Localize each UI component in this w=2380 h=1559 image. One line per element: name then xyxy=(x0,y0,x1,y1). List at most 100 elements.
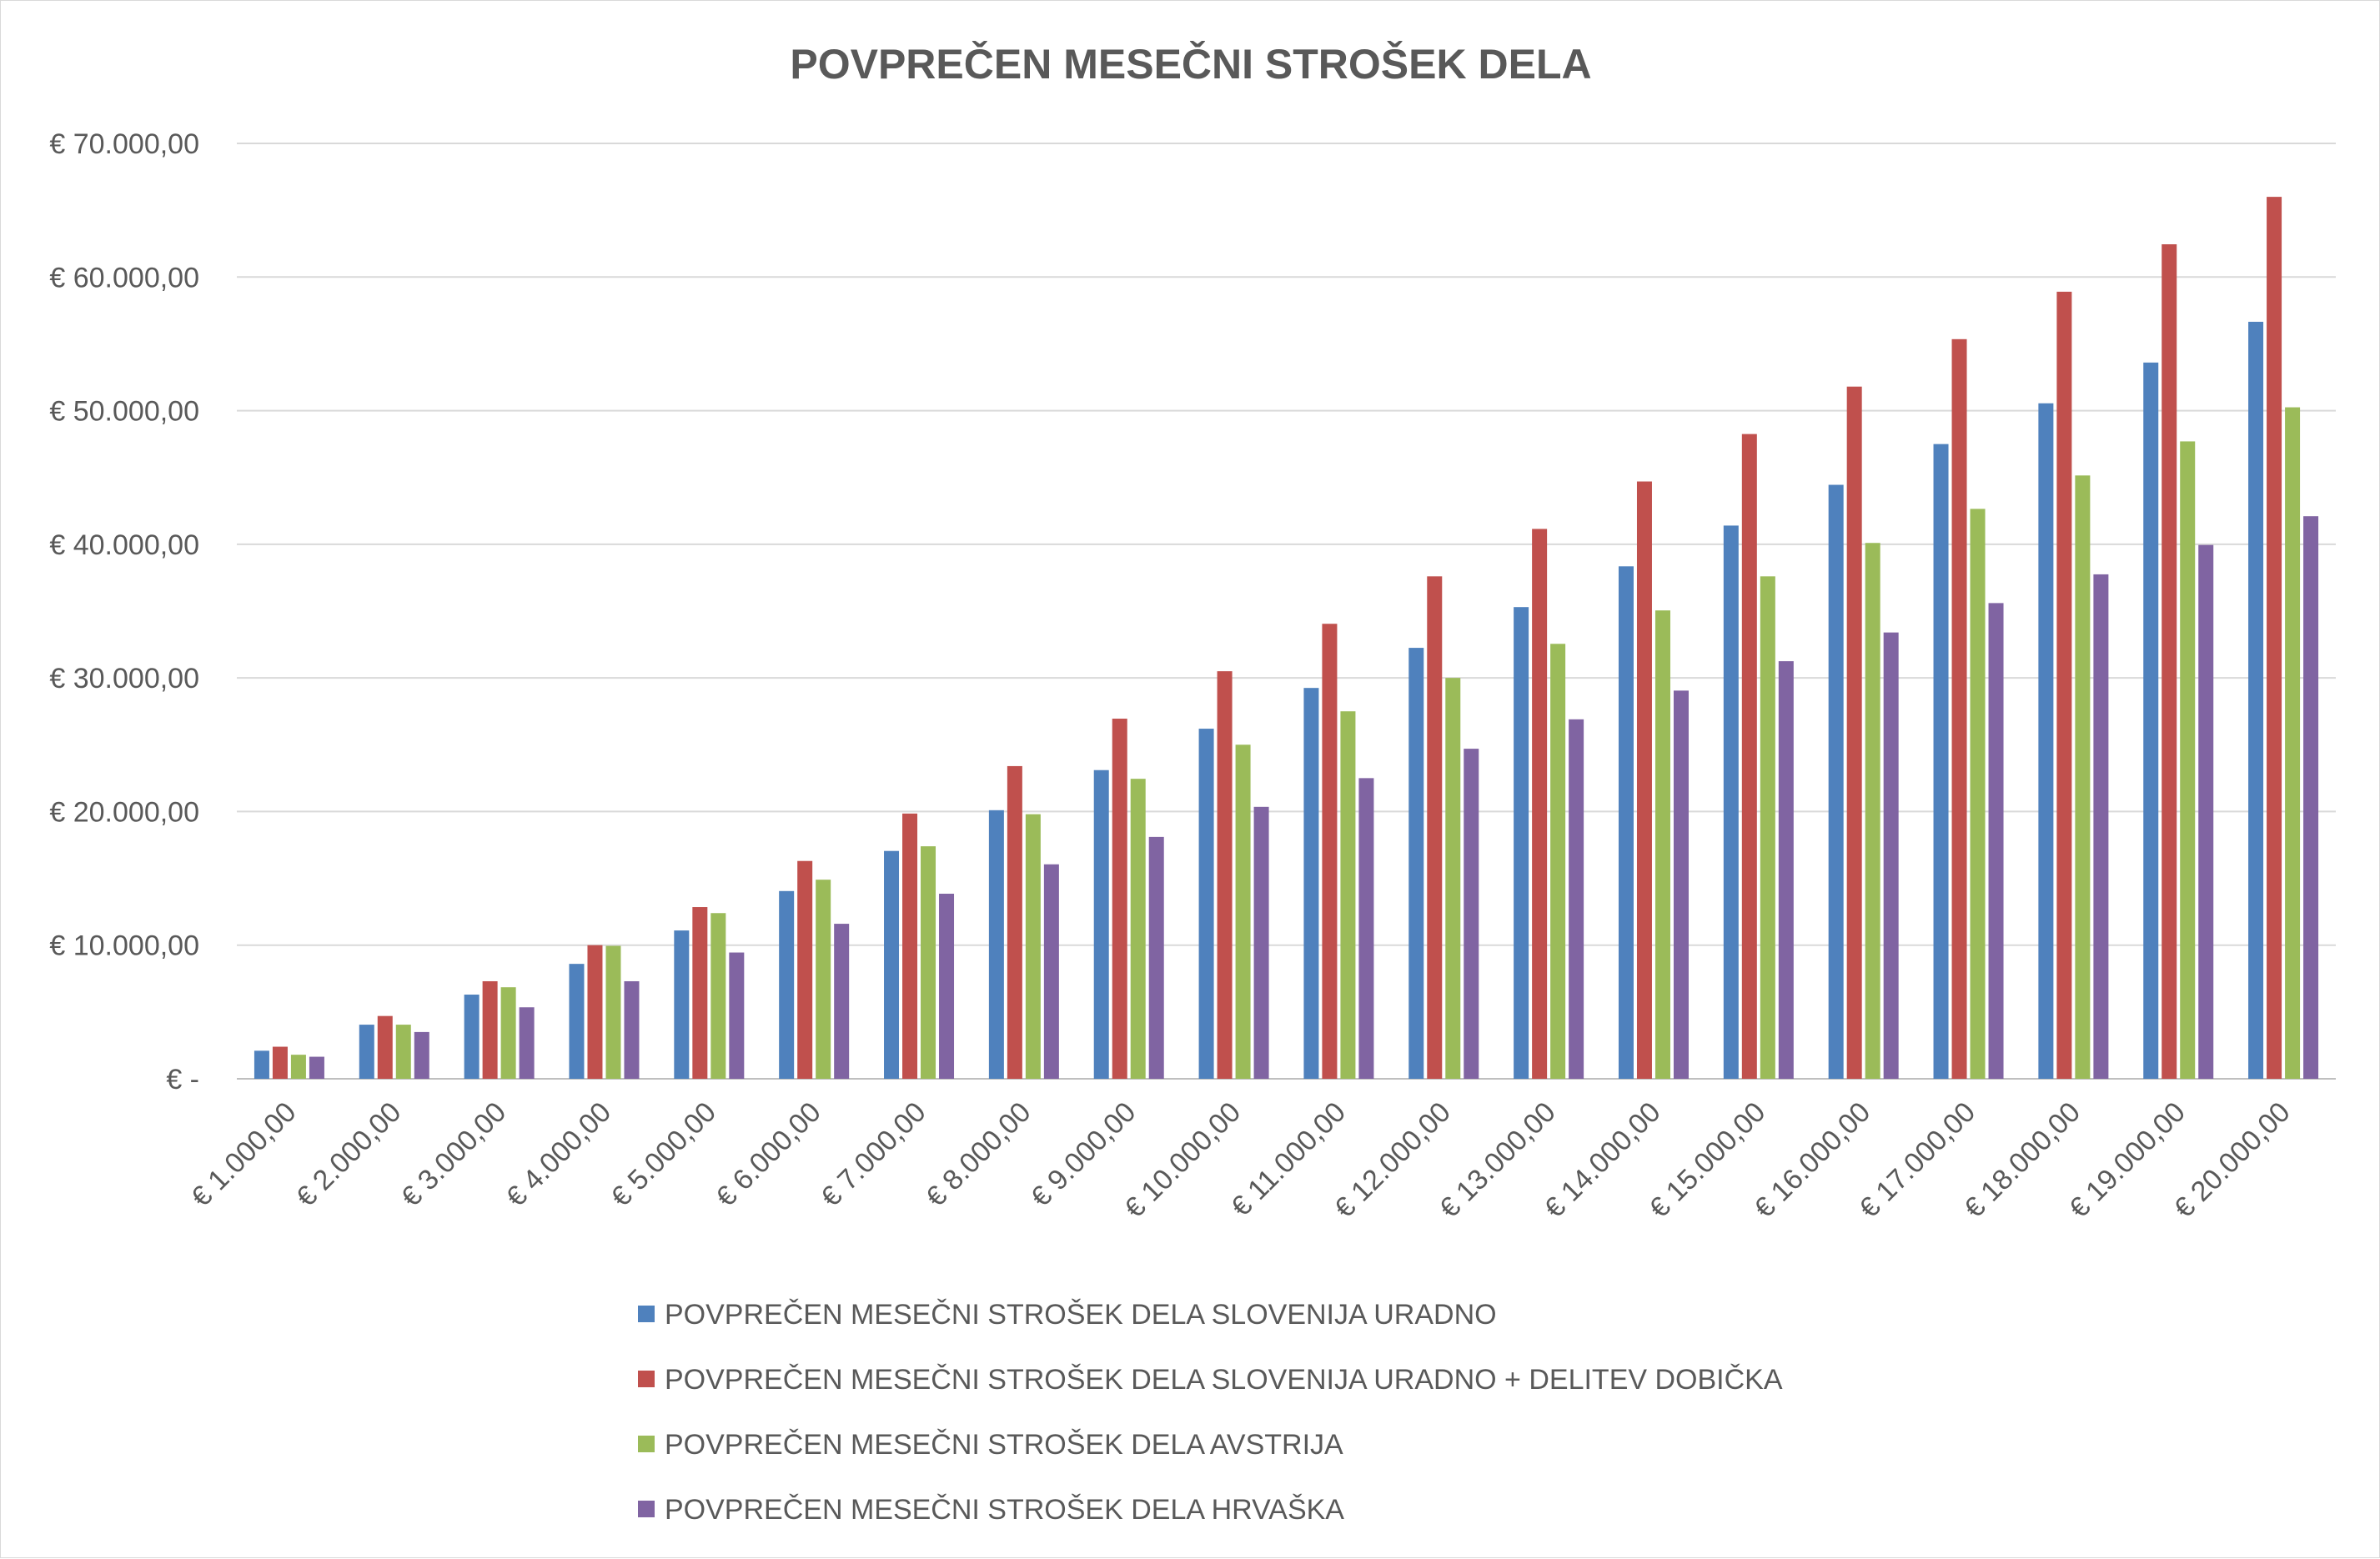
bar xyxy=(1532,529,1548,1079)
legend-item: POVPREČEN MESEČNI STROŠEK DELA HRVAŠKA xyxy=(638,1494,1344,1526)
bar xyxy=(1883,632,1899,1079)
bar xyxy=(1760,576,1775,1079)
bar xyxy=(1828,484,1844,1079)
y-tick-label: € - xyxy=(166,1064,199,1095)
x-axis-tick-labels: € 1.000,00€ 2.000,00€ 3.000,00€ 4.000,00… xyxy=(185,1096,2297,1225)
legend-label: POVPREČEN MESEČNI STROŠEK DELA SLOVENIJA… xyxy=(665,1299,1497,1331)
bar xyxy=(1514,607,1529,1079)
bar xyxy=(1445,678,1461,1079)
bar xyxy=(1112,719,1127,1079)
bar xyxy=(1550,644,1566,1079)
y-axis-tick-labels: € - € 10.000,00 € 20.000,00 € 30.000,00 € 40… xyxy=(49,128,199,1095)
bar xyxy=(1970,509,1986,1079)
bar xyxy=(624,980,640,1079)
bar xyxy=(2143,362,2159,1080)
bar xyxy=(2248,321,2264,1079)
bar xyxy=(902,813,918,1079)
y-tick-label: € 70.000,00 xyxy=(49,128,199,160)
bar xyxy=(605,945,621,1079)
legend-swatch xyxy=(638,1306,655,1322)
chart-title: POVPREČEN MESEČNI STROŠEK DELA xyxy=(790,40,1591,88)
bar xyxy=(1988,603,2004,1079)
x-tick-label: € 5.000,00 xyxy=(605,1096,722,1214)
bar xyxy=(1723,525,1739,1079)
bar xyxy=(1636,481,1652,1079)
bar xyxy=(1217,671,1233,1079)
legend-item: POVPREČEN MESEČNI STROŠEK DELA SLOVENIJA… xyxy=(638,1299,1497,1331)
bar xyxy=(1464,749,1479,1079)
bar xyxy=(1427,576,1443,1079)
y-tick-label: € 30.000,00 xyxy=(49,663,199,694)
bar xyxy=(674,930,690,1079)
bar xyxy=(519,1007,535,1079)
bar xyxy=(988,810,1004,1079)
x-tick-label: € 6.000,00 xyxy=(710,1096,827,1214)
bar xyxy=(834,924,850,1079)
bar xyxy=(359,1025,374,1079)
x-tick-label: € 8.000,00 xyxy=(920,1096,1037,1214)
y-tick-label: € 40.000,00 xyxy=(49,529,199,561)
bar xyxy=(1778,661,1794,1079)
bar xyxy=(1148,836,1164,1079)
bar xyxy=(1358,778,1374,1079)
legend-label: POVPREČEN MESEČNI STROŠEK DELA AVSTRIJA xyxy=(665,1429,1343,1461)
x-tick-label: € 3.000,00 xyxy=(395,1096,513,1214)
bar xyxy=(816,880,831,1079)
bar xyxy=(1025,814,1041,1079)
bar xyxy=(797,860,813,1079)
bar xyxy=(1007,765,1022,1079)
bar xyxy=(2285,407,2301,1079)
bar xyxy=(939,894,955,1079)
legend-label: POVPREČEN MESEČNI STROŠEK DELA SLOVENIJA… xyxy=(665,1364,1783,1396)
bar xyxy=(2198,544,2214,1079)
bar xyxy=(1618,566,1634,1079)
bar xyxy=(500,987,516,1079)
bar xyxy=(464,995,480,1079)
legend: POVPREČEN MESEČNI STROŠEK DELA SLOVENIJA… xyxy=(638,1299,1783,1526)
legend-item: POVPREČEN MESEČNI STROŠEK DELA AVSTRIJA xyxy=(638,1429,1343,1461)
bar xyxy=(1043,864,1059,1079)
bar xyxy=(272,1046,288,1079)
x-tick-label: € 4.000,00 xyxy=(500,1096,618,1214)
bar xyxy=(921,846,936,1079)
bar xyxy=(884,850,900,1079)
bar xyxy=(1408,648,1424,1079)
bar xyxy=(1654,610,1670,1079)
bar-series-1 xyxy=(254,321,2264,1080)
y-tick-label: € 20.000,00 xyxy=(49,796,199,828)
y-tick-label: € 50.000,00 xyxy=(49,396,199,428)
bar xyxy=(2303,516,2319,1079)
bar-series xyxy=(254,197,2319,1080)
bar xyxy=(395,1025,411,1079)
bar xyxy=(1322,624,1338,1079)
bar xyxy=(1235,744,1251,1079)
x-tick-label: € 1.000,00 xyxy=(185,1096,303,1214)
y-tick-label: € 10.000,00 xyxy=(49,930,199,962)
bar xyxy=(2075,475,2091,1079)
bar xyxy=(1673,690,1689,1079)
bar xyxy=(1198,729,1214,1079)
bar xyxy=(569,964,585,1079)
bar xyxy=(1303,688,1319,1079)
bar xyxy=(377,1015,393,1079)
y-tick-label: € 60.000,00 xyxy=(49,262,199,293)
bar-series-3 xyxy=(290,407,2301,1079)
bar xyxy=(2162,244,2177,1079)
gridlines xyxy=(237,143,2336,1080)
bar xyxy=(254,1050,269,1079)
legend-swatch xyxy=(638,1371,655,1387)
bar xyxy=(779,890,795,1079)
bar xyxy=(1741,434,1757,1079)
legend-item: POVPREČEN MESEČNI STROŠEK DELA SLOVENIJA… xyxy=(638,1364,1783,1396)
bar xyxy=(290,1055,306,1079)
x-tick-label: € 2.000,00 xyxy=(290,1096,408,1214)
legend-swatch xyxy=(638,1436,655,1452)
bar xyxy=(1951,338,1967,1079)
bar-series-2 xyxy=(272,197,2282,1080)
bar xyxy=(587,945,603,1079)
bar xyxy=(2038,403,2054,1079)
bar xyxy=(692,907,708,1079)
bar xyxy=(1569,719,1584,1079)
bar xyxy=(2267,197,2282,1080)
